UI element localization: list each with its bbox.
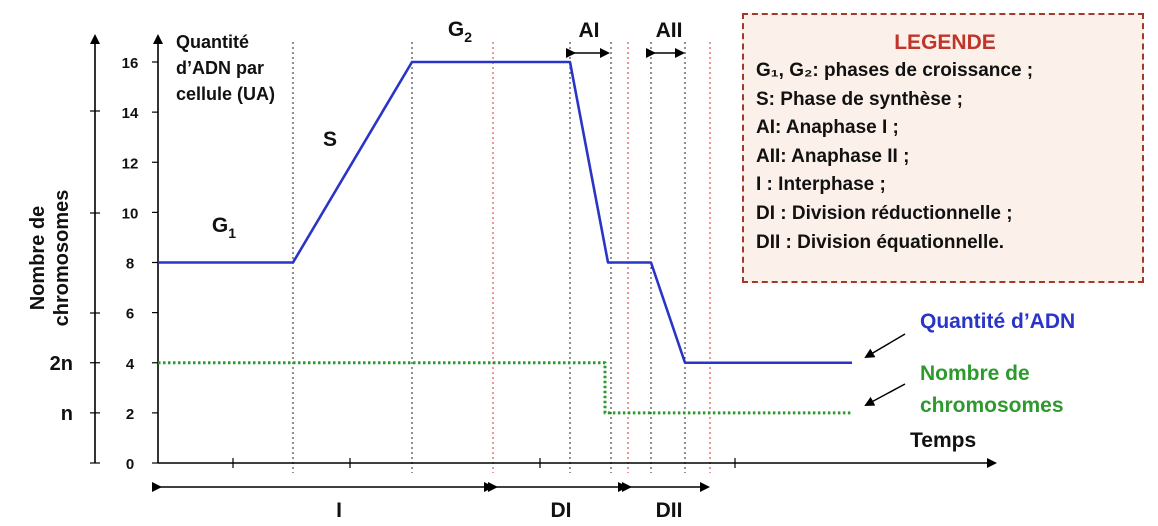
y-tick-label: 2 bbox=[126, 406, 134, 423]
y-tick-label: 6 bbox=[126, 306, 134, 323]
phase-label: G2 bbox=[448, 18, 472, 45]
legend-box: LEGENDE G₁, G₂: phases de croissance ; S… bbox=[742, 13, 1144, 283]
y-axis-label-line: Nombre de bbox=[27, 206, 49, 310]
legend-item: I : Interphase ; bbox=[756, 174, 886, 196]
phase-label: AI bbox=[579, 19, 600, 42]
series-pointer-arrow bbox=[864, 333, 906, 359]
series-label: chromosomes bbox=[920, 394, 1064, 417]
legend-item: AI: Anaphase I ; bbox=[756, 117, 899, 139]
y-axis-label-line: chromosomes bbox=[51, 190, 73, 327]
period-label: I bbox=[336, 499, 342, 522]
series-label: Nombre de bbox=[920, 362, 1030, 385]
y-tick-label: 8 bbox=[126, 256, 134, 273]
series-line bbox=[158, 60, 852, 365]
legend-item: DI : Division réductionnelle ; bbox=[756, 202, 1013, 224]
chromosome-tick-label: n bbox=[61, 403, 73, 425]
phase-label: S bbox=[323, 128, 337, 151]
series-pointer-arrow bbox=[864, 383, 906, 406]
phase-label-subscript: 1 bbox=[228, 225, 236, 241]
y2-axis-label-line: Quantité bbox=[176, 32, 249, 52]
y-tick-label: 16 bbox=[122, 55, 139, 72]
y2-axis-label-line: d’ADN par bbox=[176, 58, 264, 78]
y-tick-label: 4 bbox=[126, 356, 135, 373]
period-label: DII bbox=[656, 499, 683, 522]
legend-title: LEGENDE bbox=[894, 31, 996, 54]
phase-label: G1 bbox=[212, 214, 236, 241]
x-axis-label: Temps bbox=[910, 429, 976, 452]
series-label: Quantité d’ADN bbox=[920, 310, 1075, 333]
y2-axis-label-line: cellule (UA) bbox=[176, 84, 275, 104]
y-tick-label: 0 bbox=[126, 456, 134, 473]
y-tick-label: 12 bbox=[122, 155, 139, 172]
period-label: DI bbox=[551, 499, 572, 522]
legend-item: DII : Division équationnelle. bbox=[756, 231, 1005, 253]
legend-item: G₁, G₂: phases de croissance ; bbox=[756, 60, 1034, 81]
y-axis-label: Nombre de chromosomes bbox=[27, 190, 73, 327]
legend-item: AII: Anaphase II ; bbox=[756, 145, 910, 167]
y-tick-label: 10 bbox=[122, 205, 139, 222]
chromosome-tick-label: 2n bbox=[50, 353, 73, 375]
y-tick-label: 14 bbox=[122, 105, 139, 122]
series-line bbox=[158, 361, 852, 415]
legend-item: S: Phase de synthèse ; bbox=[756, 88, 963, 110]
phase-label: AII bbox=[656, 19, 683, 42]
phase-label-subscript: 2 bbox=[464, 29, 472, 45]
